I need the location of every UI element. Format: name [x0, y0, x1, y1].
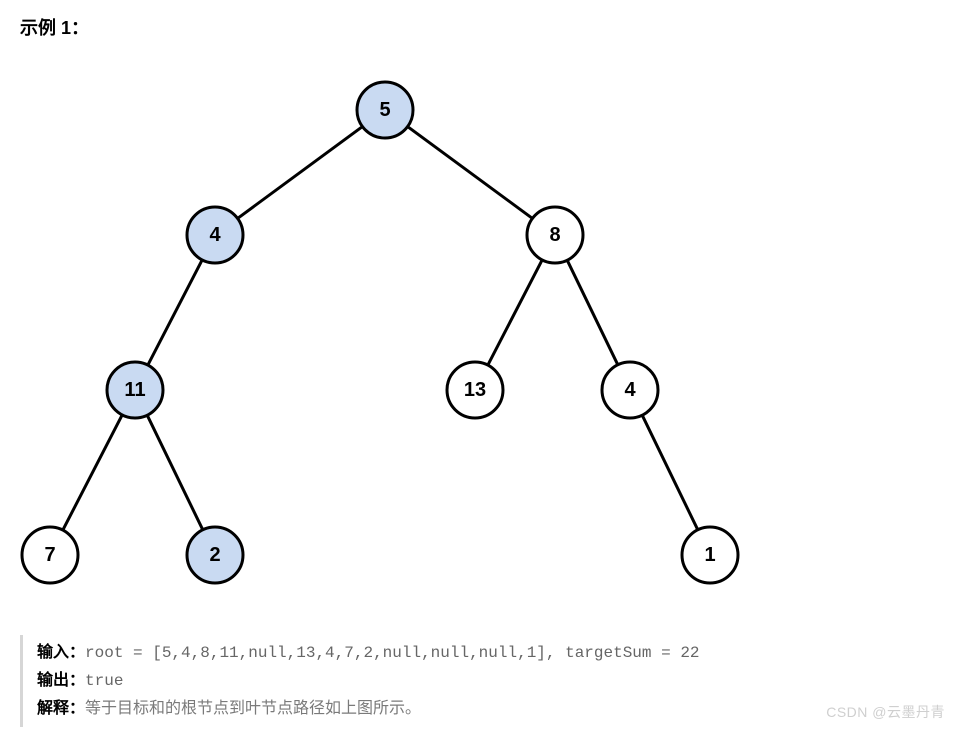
tree-node-label: 4 [209, 224, 221, 246]
tree-node-label: 13 [464, 379, 486, 401]
explain-value: 等于目标和的根节点到叶节点路径如上图所示。 [85, 700, 421, 717]
tree-edge [408, 127, 533, 219]
input-label: 输入： [37, 644, 85, 662]
input-value: root = [5,4,8,11,null,13,4,7,2,null,null… [85, 644, 700, 662]
output-line: 输出：true [37, 667, 700, 695]
tree-node-label: 2 [209, 544, 220, 566]
tree-nodes-group: 5 4 8 11 13 4 7 2 1 [22, 82, 738, 583]
explain-label: 解释： [37, 700, 85, 718]
tree-node: 4 [187, 207, 243, 263]
tree-edge [238, 127, 363, 219]
tree-node: 8 [527, 207, 583, 263]
tree-node: 7 [22, 527, 78, 583]
tree-node: 13 [447, 362, 503, 418]
tree-node-label: 4 [624, 379, 636, 401]
tree-edge [488, 260, 542, 365]
tree-edge [148, 260, 202, 365]
tree-edge [642, 415, 698, 530]
tree-node-label: 1 [704, 544, 715, 566]
example-description: 输入：root = [5,4,8,11,null,13,4,7,2,null,n… [20, 635, 700, 727]
output-label: 输出： [37, 672, 85, 690]
tree-node: 2 [187, 527, 243, 583]
tree-node: 1 [682, 527, 738, 583]
tree-diagram: 5 4 8 11 13 4 7 2 1 [0, 55, 820, 635]
tree-node-label: 11 [124, 379, 145, 401]
watermark: CSDN @云墨丹青 [826, 702, 945, 722]
example-heading: 示例 1： [20, 14, 89, 40]
tree-node: 11 [107, 362, 163, 418]
explain-line: 解释：等于目标和的根节点到叶节点路径如上图所示。 [37, 695, 700, 723]
tree-edges-group [63, 127, 698, 531]
tree-node-label: 7 [44, 544, 55, 566]
tree-node: 5 [357, 82, 413, 138]
output-value: true [85, 672, 123, 690]
tree-edge [567, 260, 618, 365]
input-line: 输入：root = [5,4,8,11,null,13,4,7,2,null,n… [37, 639, 700, 667]
tree-edge [63, 415, 122, 530]
tree-node-label: 8 [549, 224, 560, 246]
tree-edge [147, 415, 203, 530]
tree-node-label: 5 [379, 99, 390, 121]
tree-node: 4 [602, 362, 658, 418]
